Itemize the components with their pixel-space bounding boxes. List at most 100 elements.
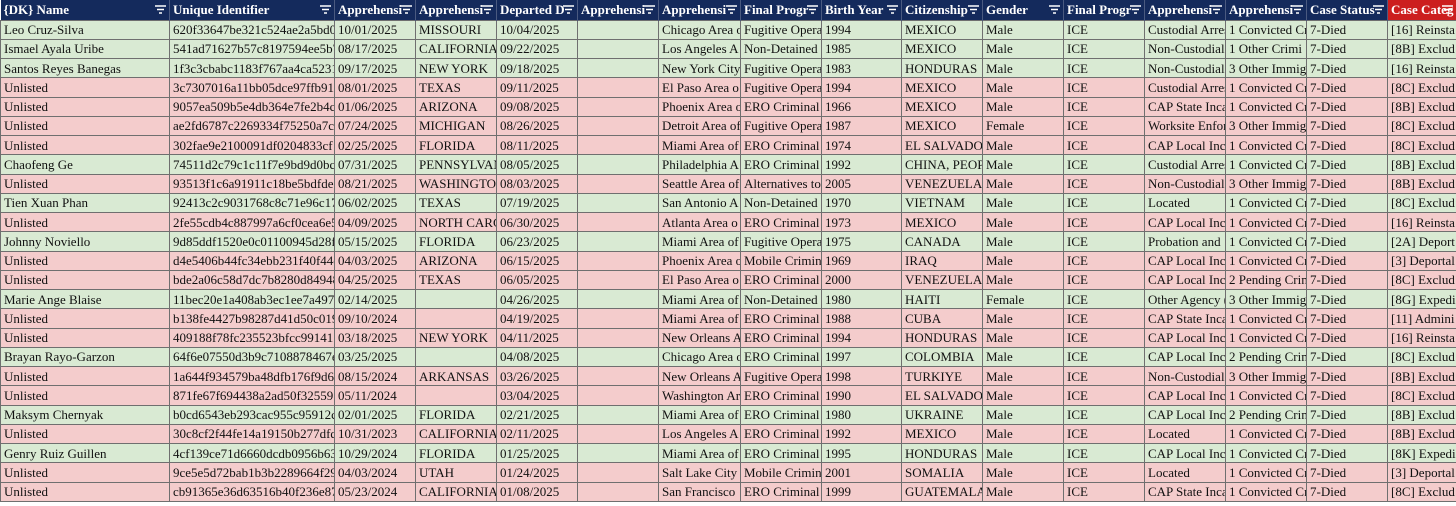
row[interactable]: Unlisted ae2fd6787c2269334f75250a7c 07/24/… bbox=[0, 115, 1456, 137]
cell[interactable]: Male bbox=[982, 154, 1064, 175]
cell[interactable]: MEXICO bbox=[901, 19, 983, 40]
filter-icon[interactable] bbox=[1373, 5, 1384, 15]
cell[interactable] bbox=[577, 481, 659, 502]
column-header[interactable]: Gender bbox=[982, 0, 1064, 20]
cell[interactable]: CAP Local Inc bbox=[1144, 250, 1226, 271]
cell[interactable]: 3 Other Immig bbox=[1225, 365, 1307, 387]
cell[interactable]: 1970 bbox=[821, 192, 902, 214]
filter-icon[interactable] bbox=[968, 5, 979, 15]
cell[interactable]: [8C] Exclud bbox=[1387, 481, 1456, 502]
cell[interactable]: 11bec20e1a408ab3ec1ee7a4978 bbox=[169, 288, 335, 310]
cell[interactable]: 7-Died bbox=[1306, 19, 1388, 40]
cell[interactable]: Unlisted bbox=[0, 365, 170, 387]
cell[interactable]: Mobile Crimin bbox=[740, 250, 822, 271]
cell[interactable]: 02/01/2025 bbox=[334, 404, 416, 425]
row[interactable]: Maksym Chernyak b0cd6543eb293cac955c95912… bbox=[0, 404, 1456, 425]
cell[interactable]: 4cf139ce71d6660dcdb0956b63 bbox=[169, 442, 335, 464]
cell[interactable] bbox=[577, 19, 659, 40]
cell[interactable]: 7-Died bbox=[1306, 442, 1388, 464]
cell[interactable]: ICE bbox=[1063, 154, 1145, 175]
cell[interactable]: ICE bbox=[1063, 96, 1145, 117]
cell[interactable]: 3 Other Immig bbox=[1225, 57, 1307, 79]
cell[interactable]: [8B] Exclud bbox=[1387, 38, 1456, 60]
cell[interactable]: [8C] Exclud bbox=[1387, 192, 1456, 214]
cell[interactable]: [8B] Exclud bbox=[1387, 365, 1456, 387]
cell[interactable]: ERO Criminal bbox=[740, 404, 822, 425]
cell[interactable] bbox=[577, 250, 659, 271]
cell[interactable]: MISSOURI bbox=[415, 19, 497, 40]
cell[interactable]: 1 Convicted Cr bbox=[1225, 442, 1307, 464]
cell[interactable]: 620f33647be321c524ae2a5bd0 bbox=[169, 19, 335, 40]
cell[interactable]: 10/31/2023 bbox=[334, 423, 416, 445]
cell[interactable]: Fugitive Opera bbox=[740, 115, 822, 137]
cell[interactable]: Male bbox=[982, 173, 1064, 194]
cell[interactable] bbox=[577, 173, 659, 194]
cell[interactable] bbox=[577, 57, 659, 79]
row[interactable]: Unlisted 409188f78fc235523bfcc991411 03/18… bbox=[0, 327, 1456, 348]
cell[interactable]: ARKANSAS bbox=[415, 365, 497, 387]
cell[interactable]: ERO Criminal bbox=[740, 423, 822, 445]
cell[interactable]: Non-Detained bbox=[740, 38, 822, 60]
cell[interactable]: Unlisted bbox=[0, 211, 170, 233]
cell[interactable]: Male bbox=[982, 211, 1064, 233]
cell[interactable]: 7-Died bbox=[1306, 308, 1388, 329]
cell[interactable]: HONDURAS bbox=[901, 57, 983, 79]
cell[interactable]: b0cd6543eb293cac955c95912c bbox=[169, 404, 335, 425]
cell[interactable]: Salt Lake City bbox=[658, 462, 741, 483]
cell[interactable]: [3] Deportal bbox=[1387, 250, 1456, 271]
cell[interactable]: ICE bbox=[1063, 462, 1145, 483]
cell[interactable]: Male bbox=[982, 404, 1064, 425]
cell[interactable]: 9d85ddf1520e0c01100945d28f bbox=[169, 231, 335, 252]
row[interactable]: Marie Ange Blaise 11bec20e1a408ab3ec1ee7a… bbox=[0, 288, 1456, 310]
cell[interactable]: Unlisted bbox=[0, 115, 170, 137]
cell[interactable]: ERO Criminal bbox=[740, 442, 822, 464]
cell[interactable]: NORTH CARC bbox=[415, 211, 497, 233]
cell[interactable]: [8C] Exclud bbox=[1387, 77, 1456, 98]
cell[interactable]: IRAQ bbox=[901, 250, 983, 271]
cell[interactable]: Male bbox=[982, 96, 1064, 117]
cell[interactable]: Miami Area of bbox=[658, 231, 741, 252]
cell[interactable]: [8B] Exclud bbox=[1387, 173, 1456, 194]
cell[interactable]: Male bbox=[982, 134, 1064, 156]
cell[interactable]: 7-Died bbox=[1306, 327, 1388, 348]
cell[interactable]: 10/04/2025 bbox=[496, 19, 578, 40]
cell[interactable]: 04/08/2025 bbox=[496, 346, 578, 368]
cell[interactable]: ERO Criminal bbox=[740, 269, 822, 291]
cell[interactable]: Fugitive Opera bbox=[740, 365, 822, 387]
cell[interactable]: TEXAS bbox=[415, 269, 497, 291]
cell[interactable]: Male bbox=[982, 442, 1064, 464]
cell[interactable]: 3 Other Immig bbox=[1225, 115, 1307, 137]
cell[interactable]: 1 Convicted Cr bbox=[1225, 481, 1307, 502]
cell[interactable]: [8B] Exclud bbox=[1387, 96, 1456, 117]
column-header[interactable]: Case Categ bbox=[1387, 0, 1456, 20]
cell[interactable]: 01/25/2025 bbox=[496, 442, 578, 464]
cell[interactable]: 01/24/2025 bbox=[496, 462, 578, 483]
cell[interactable]: New Orleans A bbox=[658, 365, 741, 387]
cell[interactable]: Miami Area of bbox=[658, 134, 741, 156]
cell[interactable]: 02/11/2025 bbox=[496, 423, 578, 445]
filter-icon[interactable] bbox=[726, 5, 737, 15]
row[interactable]: Unlisted 9057ea509b5e4db364e7fe2b4c 01/06/… bbox=[0, 96, 1456, 117]
cell[interactable]: ICE bbox=[1063, 19, 1145, 40]
cell[interactable] bbox=[577, 96, 659, 117]
cell[interactable]: MICHIGAN bbox=[415, 115, 497, 137]
cell[interactable]: 74511d2c79c1c11f7e9bd9d0bc bbox=[169, 154, 335, 175]
cell[interactable]: 03/25/2025 bbox=[334, 346, 416, 368]
cell[interactable]: [8C] Exclud bbox=[1387, 385, 1456, 406]
cell[interactable] bbox=[415, 385, 497, 406]
filter-icon[interactable] bbox=[1292, 5, 1303, 15]
filter-icon[interactable] bbox=[1049, 5, 1060, 15]
cell[interactable]: 05/15/2025 bbox=[334, 231, 416, 252]
cell[interactable]: [8C] Exclud bbox=[1387, 134, 1456, 156]
row[interactable]: Unlisted 1a644f934579ba48dfb176f9d6 08/15/… bbox=[0, 365, 1456, 387]
cell[interactable]: Male bbox=[982, 57, 1064, 79]
cell[interactable]: 07/31/2025 bbox=[334, 154, 416, 175]
cell[interactable]: Santos Reyes Banegas bbox=[0, 57, 170, 79]
cell[interactable]: Located bbox=[1144, 462, 1226, 483]
cell[interactable]: Miami Area of bbox=[658, 308, 741, 329]
cell[interactable]: Unlisted bbox=[0, 173, 170, 194]
cell[interactable]: 7-Died bbox=[1306, 346, 1388, 368]
cell[interactable]: 7-Died bbox=[1306, 211, 1388, 233]
cell[interactable]: 1999 bbox=[821, 481, 902, 502]
cell[interactable]: 1983 bbox=[821, 57, 902, 79]
